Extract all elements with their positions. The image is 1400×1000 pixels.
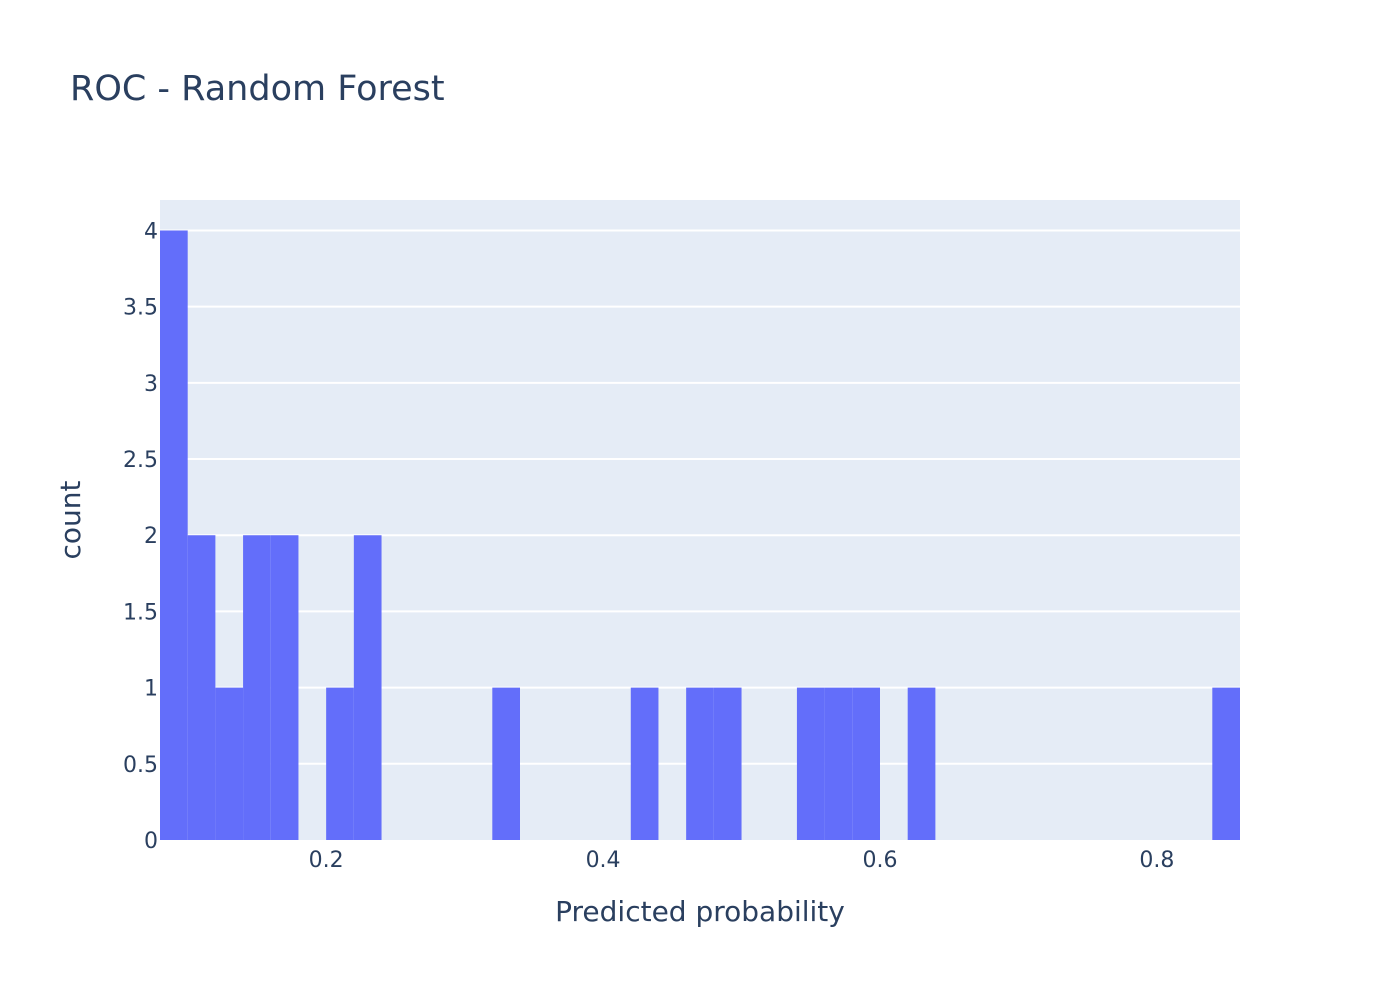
histogram-bar-13	[852, 687, 880, 840]
x-tick-label-1: 0.4	[586, 848, 621, 873]
histogram-bar-7	[492, 687, 520, 840]
histogram-bar-6	[353, 535, 382, 840]
y-tick-label-2: 1	[144, 677, 158, 702]
histogram-bar-4	[270, 535, 299, 840]
histogram-bar-1	[187, 535, 216, 840]
y-tick-label-1: 0.5	[123, 753, 158, 778]
y-tick-label-8: 4	[144, 219, 158, 244]
histogram-bar-14	[907, 687, 936, 840]
chart-title: ROC - Random Forest	[70, 69, 445, 109]
y-tick-label-3: 1.5	[123, 600, 158, 625]
histogram-bar-5	[326, 687, 354, 840]
bars	[160, 230, 1240, 840]
y-tick-label-5: 2.5	[123, 448, 158, 473]
y-tick-label-4: 2	[144, 524, 158, 549]
y-tick-label-6: 3	[144, 372, 158, 397]
histogram-bar-10	[713, 687, 742, 840]
histogram-bar-8	[630, 687, 659, 840]
histogram-bar-0	[160, 230, 188, 840]
histogram-bar-2	[215, 687, 244, 840]
x-tick-label-0: 0.2	[309, 848, 344, 873]
histogram-bar-3	[243, 535, 271, 840]
y-tick-label-0: 0	[144, 829, 158, 854]
histogram-bar-9	[686, 687, 714, 840]
x-tick-label-2: 0.6	[863, 848, 898, 873]
y-axis-title: count	[54, 480, 87, 559]
histogram-bar-12	[824, 687, 853, 840]
y-tick-label-7: 3.5	[123, 296, 158, 321]
y-axis-ticks: 0 0.5 1 1.5 2 2.5 3 3.5 4	[123, 219, 158, 854]
histogram-bar-15	[1212, 687, 1240, 840]
x-axis-ticks: 0.2 0.4 0.6 0.8	[309, 848, 1175, 873]
histogram-bar-11	[796, 687, 825, 840]
x-tick-label-3: 0.8	[1139, 848, 1174, 873]
x-axis-title: Predicted probability	[555, 895, 845, 928]
